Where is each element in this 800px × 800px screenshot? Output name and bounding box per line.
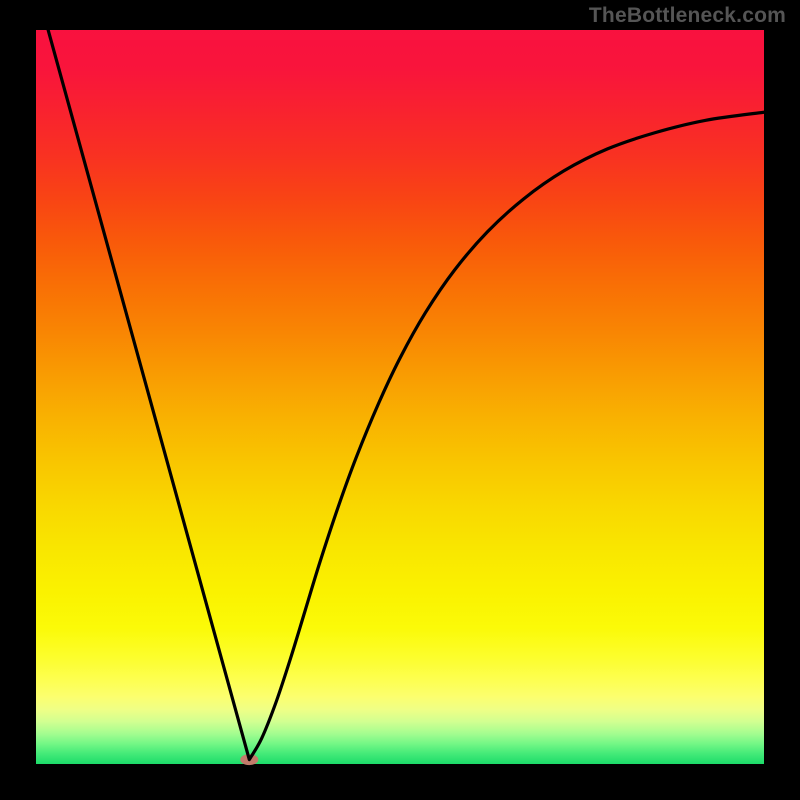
watermark-text: TheBottleneck.com xyxy=(589,4,786,28)
plot-area xyxy=(36,30,764,764)
bottleneck-chart xyxy=(0,0,800,800)
